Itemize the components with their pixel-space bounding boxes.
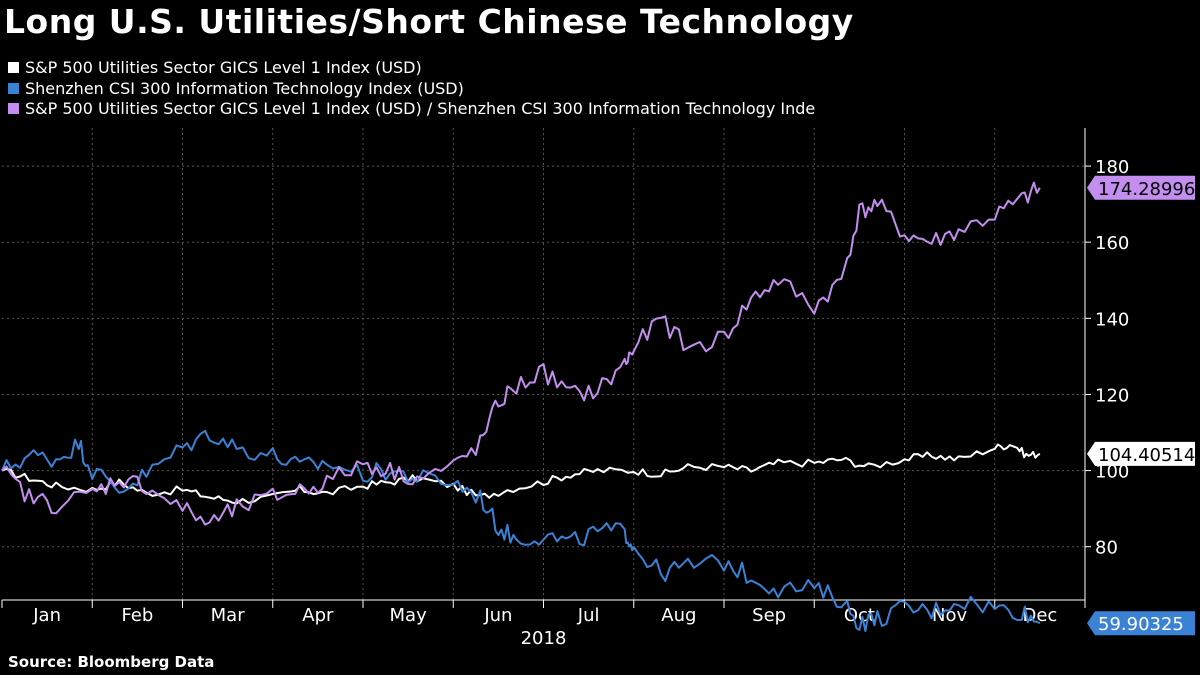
- x-tick-label-jan: Jan: [32, 605, 61, 626]
- y-tick-label-80: 80: [1095, 538, 1118, 559]
- x-tick-label-feb: Feb: [121, 605, 153, 626]
- legend: S&P 500 Utilities Sector GICS Level 1 In…: [8, 58, 815, 120]
- x-tick-label-dec: Dec: [1022, 605, 1057, 626]
- y-tick-label-100: 100: [1095, 462, 1129, 483]
- legend-swatch-tech: [8, 82, 19, 94]
- x-tick-label-aug: Aug: [661, 605, 696, 626]
- y-tick-label-120: 120: [1095, 385, 1129, 406]
- x-tick-label-mar: Mar: [211, 605, 246, 626]
- legend-item-tech: Shenzhen CSI 300 Information Technology …: [8, 79, 815, 100]
- series-line-tech: [1, 429, 1041, 632]
- x-tick-label-jun: Jun: [483, 605, 512, 626]
- end-value-tag-tech: [1087, 611, 1195, 636]
- chart-title: Long U.S. Utilities/Short Chinese Techno…: [4, 2, 854, 41]
- x-tick-label-jul: Jul: [577, 605, 600, 626]
- y-tick-label-180: 180: [1095, 157, 1129, 178]
- x-tick-label-may: May: [390, 605, 428, 626]
- legend-label-tech: Shenzhen CSI 300 Information Technology …: [25, 78, 464, 98]
- x-tick-label-nov: Nov: [932, 605, 967, 626]
- series-line-utilities: [1, 443, 1041, 505]
- legend-label-ratio: S&P 500 Utilities Sector GICS Level 1 In…: [25, 99, 816, 118]
- legend-swatch-utilities: [8, 62, 19, 73]
- legend-item-ratio: S&P 500 Utilities Sector GICS Level 1 In…: [8, 99, 815, 120]
- end-value-tag-utilities: [1087, 441, 1195, 466]
- x-tick-label-sep: Sep: [752, 605, 786, 626]
- legend-item-utilities: S&P 500 Utilities Sector GICS Level 1 In…: [8, 58, 815, 79]
- x-tick-label-apr: Apr: [302, 605, 334, 626]
- end-value-tag-ratio: [1087, 175, 1195, 200]
- end-value-label-utilities: 104.40514: [1098, 445, 1195, 466]
- series-line-ratio: [1, 181, 1041, 526]
- legend-label-utilities: S&P 500 Utilities Sector GICS Level 1 In…: [25, 58, 422, 77]
- y-tick-label-160: 160: [1095, 233, 1129, 254]
- end-value-label-ratio: 174.28996: [1098, 179, 1195, 200]
- source-note: Source: Bloomberg Data: [8, 653, 215, 671]
- end-value-label-tech: 59.90325: [1098, 614, 1184, 635]
- legend-swatch-ratio: [8, 103, 19, 114]
- y-tick-label-140: 140: [1095, 309, 1129, 330]
- x-axis-year-label: 2018: [521, 628, 567, 649]
